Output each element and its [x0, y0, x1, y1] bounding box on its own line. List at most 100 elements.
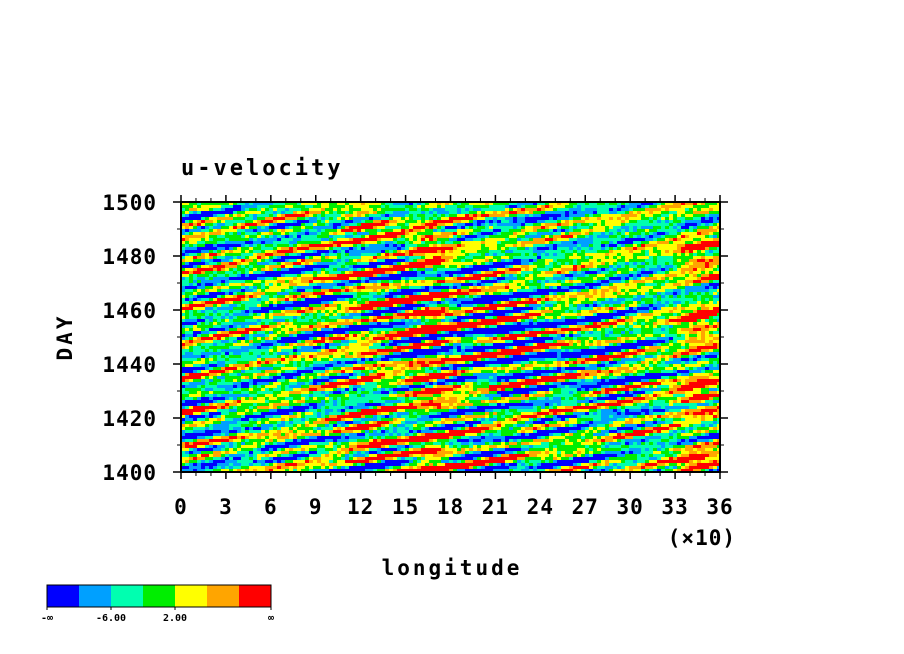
heatmap-cell — [449, 265, 453, 268]
heatmap-cell — [249, 295, 253, 298]
heatmap-cell — [617, 271, 621, 274]
heatmap-cell — [657, 220, 661, 223]
heatmap-cell — [605, 289, 609, 292]
heatmap-cell — [397, 295, 401, 298]
heatmap-cell — [285, 208, 289, 211]
heatmap-cell — [301, 235, 305, 238]
heatmap-cell — [417, 223, 421, 226]
heatmap-cell — [605, 307, 609, 310]
heatmap-cell — [189, 235, 193, 238]
heatmap-cell — [521, 259, 525, 262]
heatmap-cell — [545, 235, 549, 238]
heatmap-cell — [449, 262, 453, 265]
heatmap-cell — [661, 220, 665, 223]
heatmap-cell — [401, 232, 405, 235]
heatmap-cell — [337, 208, 341, 211]
heatmap-cell — [197, 223, 201, 226]
heatmap-cell — [333, 247, 337, 250]
heatmap-cell — [709, 265, 713, 268]
heatmap-cell — [241, 202, 245, 205]
heatmap-cell — [649, 220, 653, 223]
heatmap-cell — [473, 271, 477, 274]
heatmap-cell — [449, 217, 453, 220]
heatmap-cell — [505, 235, 509, 238]
heatmap-cell — [609, 250, 613, 253]
heatmap-cell — [585, 274, 589, 277]
heatmap-cell — [433, 217, 437, 220]
heatmap-cell — [545, 259, 549, 262]
heatmap-cell — [349, 265, 353, 268]
heatmap-cell — [589, 262, 593, 265]
heatmap-cell — [357, 268, 361, 271]
heatmap-cell — [217, 223, 221, 226]
heatmap-cell — [561, 232, 565, 235]
heatmap-cell — [349, 277, 353, 280]
heatmap-cell — [193, 304, 197, 307]
heatmap-cell — [637, 277, 641, 280]
heatmap-cell — [417, 304, 421, 307]
heatmap-cell — [221, 283, 225, 286]
heatmap-cell — [529, 265, 533, 268]
heatmap-cell — [249, 244, 253, 247]
heatmap-cell — [257, 265, 261, 268]
heatmap-cell — [253, 253, 257, 256]
heatmap-cell — [441, 301, 445, 304]
heatmap-cell — [705, 304, 709, 307]
heatmap-cell — [389, 295, 393, 298]
heatmap-cell — [665, 214, 669, 217]
heatmap-cell — [253, 283, 257, 286]
heatmap-cell — [485, 214, 489, 217]
heatmap-cell — [369, 211, 373, 214]
heatmap-cell — [657, 289, 661, 292]
heatmap-cell — [465, 259, 469, 262]
heatmap-cell — [317, 283, 321, 286]
heatmap-cell — [685, 292, 689, 295]
heatmap-cell — [561, 280, 565, 283]
heatmap-cell — [593, 250, 597, 253]
heatmap-cell — [625, 253, 629, 256]
heatmap-cell — [185, 238, 189, 241]
heatmap-cell — [425, 247, 429, 250]
heatmap-cell — [437, 298, 441, 301]
heatmap-cell — [485, 205, 489, 208]
heatmap-cell — [305, 283, 309, 286]
heatmap-cell — [509, 277, 513, 280]
heatmap-cell — [353, 280, 357, 283]
heatmap-cell — [637, 211, 641, 214]
heatmap-cell — [209, 295, 213, 298]
heatmap-cell — [605, 217, 609, 220]
heatmap-cell — [449, 238, 453, 241]
heatmap-cell — [457, 271, 461, 274]
heatmap-cell — [197, 241, 201, 244]
heatmap-cell — [325, 211, 329, 214]
heatmap-cell — [341, 235, 345, 238]
heatmap-cell — [285, 244, 289, 247]
heatmap-cell — [669, 211, 673, 214]
heatmap-cell — [669, 205, 673, 208]
heatmap-cell — [221, 205, 225, 208]
heatmap-cell — [321, 229, 325, 232]
heatmap-cell — [609, 220, 613, 223]
heatmap-cell — [589, 247, 593, 250]
heatmap-cell — [189, 262, 193, 265]
heatmap-cell — [553, 229, 557, 232]
heatmap-cell — [565, 268, 569, 271]
heatmap-cell — [717, 253, 720, 256]
heatmap-cell — [321, 274, 325, 277]
heatmap-cell — [653, 235, 657, 238]
heatmap-cell — [293, 262, 297, 265]
heatmap-cell — [697, 283, 701, 286]
heatmap-cell — [445, 229, 449, 232]
heatmap-cell — [369, 229, 373, 232]
heatmap-cell — [613, 286, 617, 289]
heatmap-cell — [329, 283, 333, 286]
heatmap-cell — [281, 268, 285, 271]
heatmap-cell — [505, 226, 509, 229]
heatmap-cell — [617, 307, 621, 310]
heatmap-cell — [373, 244, 377, 247]
heatmap-cell — [473, 304, 477, 307]
heatmap-cell — [681, 262, 685, 265]
heatmap-cell — [429, 292, 433, 295]
heatmap-cell — [421, 253, 425, 256]
heatmap-cell — [189, 298, 193, 301]
